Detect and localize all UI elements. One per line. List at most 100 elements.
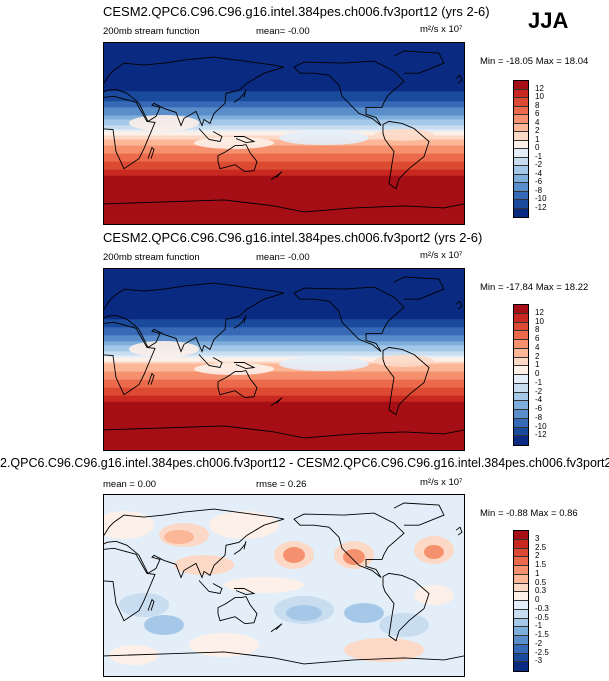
- colorbar-tick-label: -8: [535, 412, 543, 422]
- field-band: [104, 159, 464, 163]
- field-band: [104, 97, 464, 100]
- field-band: [104, 191, 464, 195]
- colorbar-segment: [514, 548, 528, 558]
- coastline-outline: [234, 588, 256, 596]
- colorbar-segment: [514, 132, 528, 141]
- field-band: [104, 423, 464, 427]
- field-band: [104, 335, 464, 338]
- field-band: [104, 355, 464, 359]
- colorbar-tick-label: 0: [535, 143, 540, 152]
- colorbar-segment: [514, 89, 528, 98]
- coastline-outline: [147, 146, 155, 159]
- colorbar-tick-label: 10: [535, 316, 544, 326]
- coastline-outline: [455, 300, 463, 310]
- coastline-outline: [382, 346, 430, 416]
- field-band: [104, 185, 464, 189]
- field-band: [104, 77, 464, 80]
- field-band: [104, 177, 464, 181]
- colorbar-tick-label: 2: [535, 126, 540, 135]
- field-band: [104, 377, 464, 381]
- colorbar-segment: [514, 208, 528, 217]
- field-band: [104, 375, 464, 379]
- difference-blob: [414, 585, 454, 605]
- field-band: [104, 59, 464, 62]
- field-band: [104, 167, 464, 171]
- colorbar-segment: [514, 140, 528, 149]
- field-band: [104, 195, 464, 199]
- difference-blob: [189, 633, 259, 657]
- field-band: [104, 435, 464, 439]
- field-band: [104, 353, 464, 357]
- colorbar-tick-label: 6: [535, 334, 540, 343]
- colorbar-segment: [514, 357, 528, 367]
- field-band: [104, 189, 464, 193]
- field-band: [104, 131, 464, 135]
- field-band: [104, 165, 464, 169]
- field-band: [104, 345, 464, 349]
- field-band: [104, 439, 464, 443]
- field-band: [104, 415, 464, 419]
- colorbar-segment: [514, 348, 528, 358]
- colorbar-segment: [514, 191, 528, 200]
- coastline-outline: [393, 50, 445, 74]
- coastline-outline: [217, 596, 258, 625]
- colorbar-tick-label: 10: [535, 92, 544, 101]
- field-band: [104, 69, 464, 72]
- colorbar-tick-label: 0: [535, 369, 540, 378]
- colorbar-segment: [514, 322, 528, 332]
- colorbar-segment: [514, 392, 528, 402]
- field-band: [104, 295, 464, 298]
- colorbar-tick-label: -6: [535, 404, 543, 413]
- field-band: [104, 45, 464, 48]
- colorbar-tick-label: -1.5: [535, 630, 549, 639]
- panel1-units: m²/s x 10⁷: [420, 24, 463, 35]
- panel1-minmax: Min = -18.05 Max = 18.04: [480, 56, 589, 67]
- panel3-mean: mean = 0.00: [103, 479, 157, 490]
- colorbar-tick-label: 4: [535, 342, 540, 352]
- difference-blob: [286, 605, 322, 621]
- field-band: [104, 417, 464, 421]
- field-band: [104, 217, 464, 221]
- coastline-outline: [147, 598, 155, 611]
- colorbar-segment: [514, 410, 528, 419]
- field-band: [104, 113, 464, 116]
- coastline-outline: [104, 321, 156, 396]
- field-band: [104, 321, 464, 324]
- field-band: [104, 83, 464, 86]
- field-band: [104, 317, 464, 320]
- field-band: [104, 307, 464, 310]
- coastline-outline: [270, 397, 283, 407]
- field-band: [104, 193, 464, 197]
- colorbar-segment: [514, 401, 528, 410]
- colorbar-segment: [514, 653, 528, 663]
- field-band: [104, 269, 464, 272]
- field-band: [104, 405, 464, 409]
- field-band: [104, 127, 464, 131]
- field-band: [104, 205, 464, 209]
- panel2-map: [103, 268, 465, 451]
- coastline-outline: [104, 651, 464, 665]
- field-band: [104, 213, 464, 217]
- colorbar-segment: [514, 81, 528, 90]
- colorbar-segment: [514, 115, 528, 124]
- field-band: [104, 181, 464, 185]
- coastlines: [104, 276, 464, 439]
- field-band: [104, 293, 464, 296]
- difference-blob: [344, 638, 424, 662]
- colorbar-tick-label: 1: [535, 134, 540, 144]
- difference-blobs: [104, 511, 454, 665]
- panel1-map: [103, 42, 465, 225]
- colorbar-tick-label: -0.5: [535, 612, 549, 622]
- field-band: [104, 93, 464, 96]
- colorbar-tick-label: -12: [535, 430, 547, 440]
- field-band: [104, 441, 464, 445]
- colorbar-segment: [514, 200, 528, 209]
- colorbar-tick-label: 1: [535, 360, 540, 370]
- field-band: [104, 143, 464, 147]
- field-band: [104, 123, 464, 127]
- field-band: [104, 331, 464, 334]
- colorbar-segment: [514, 183, 528, 192]
- field-anomaly-patch: [374, 355, 434, 367]
- field-band: [104, 163, 464, 167]
- field-band: [104, 305, 464, 308]
